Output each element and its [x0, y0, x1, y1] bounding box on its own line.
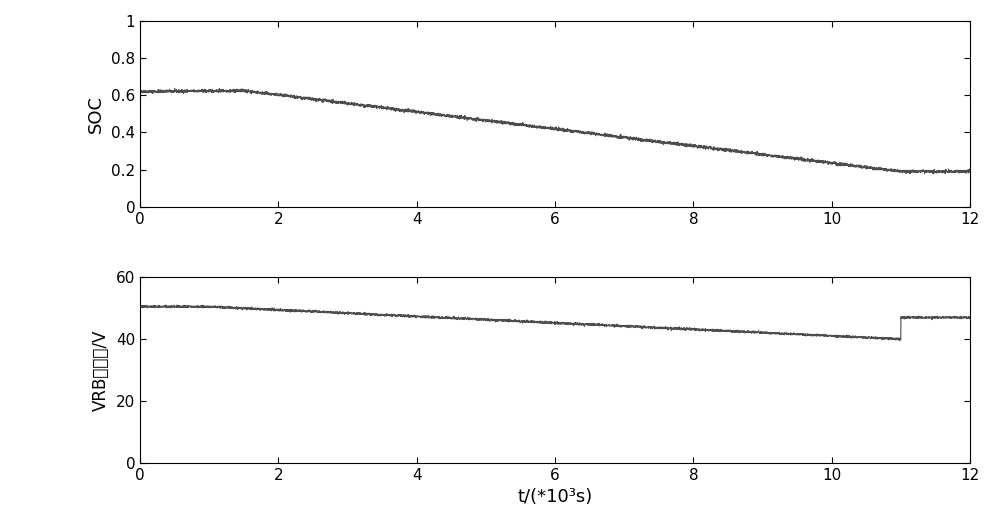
Y-axis label: SOC: SOC [87, 95, 105, 133]
X-axis label: t/(*10³s): t/(*10³s) [517, 488, 593, 507]
Y-axis label: VRB端电压/V: VRB端电压/V [92, 329, 110, 411]
